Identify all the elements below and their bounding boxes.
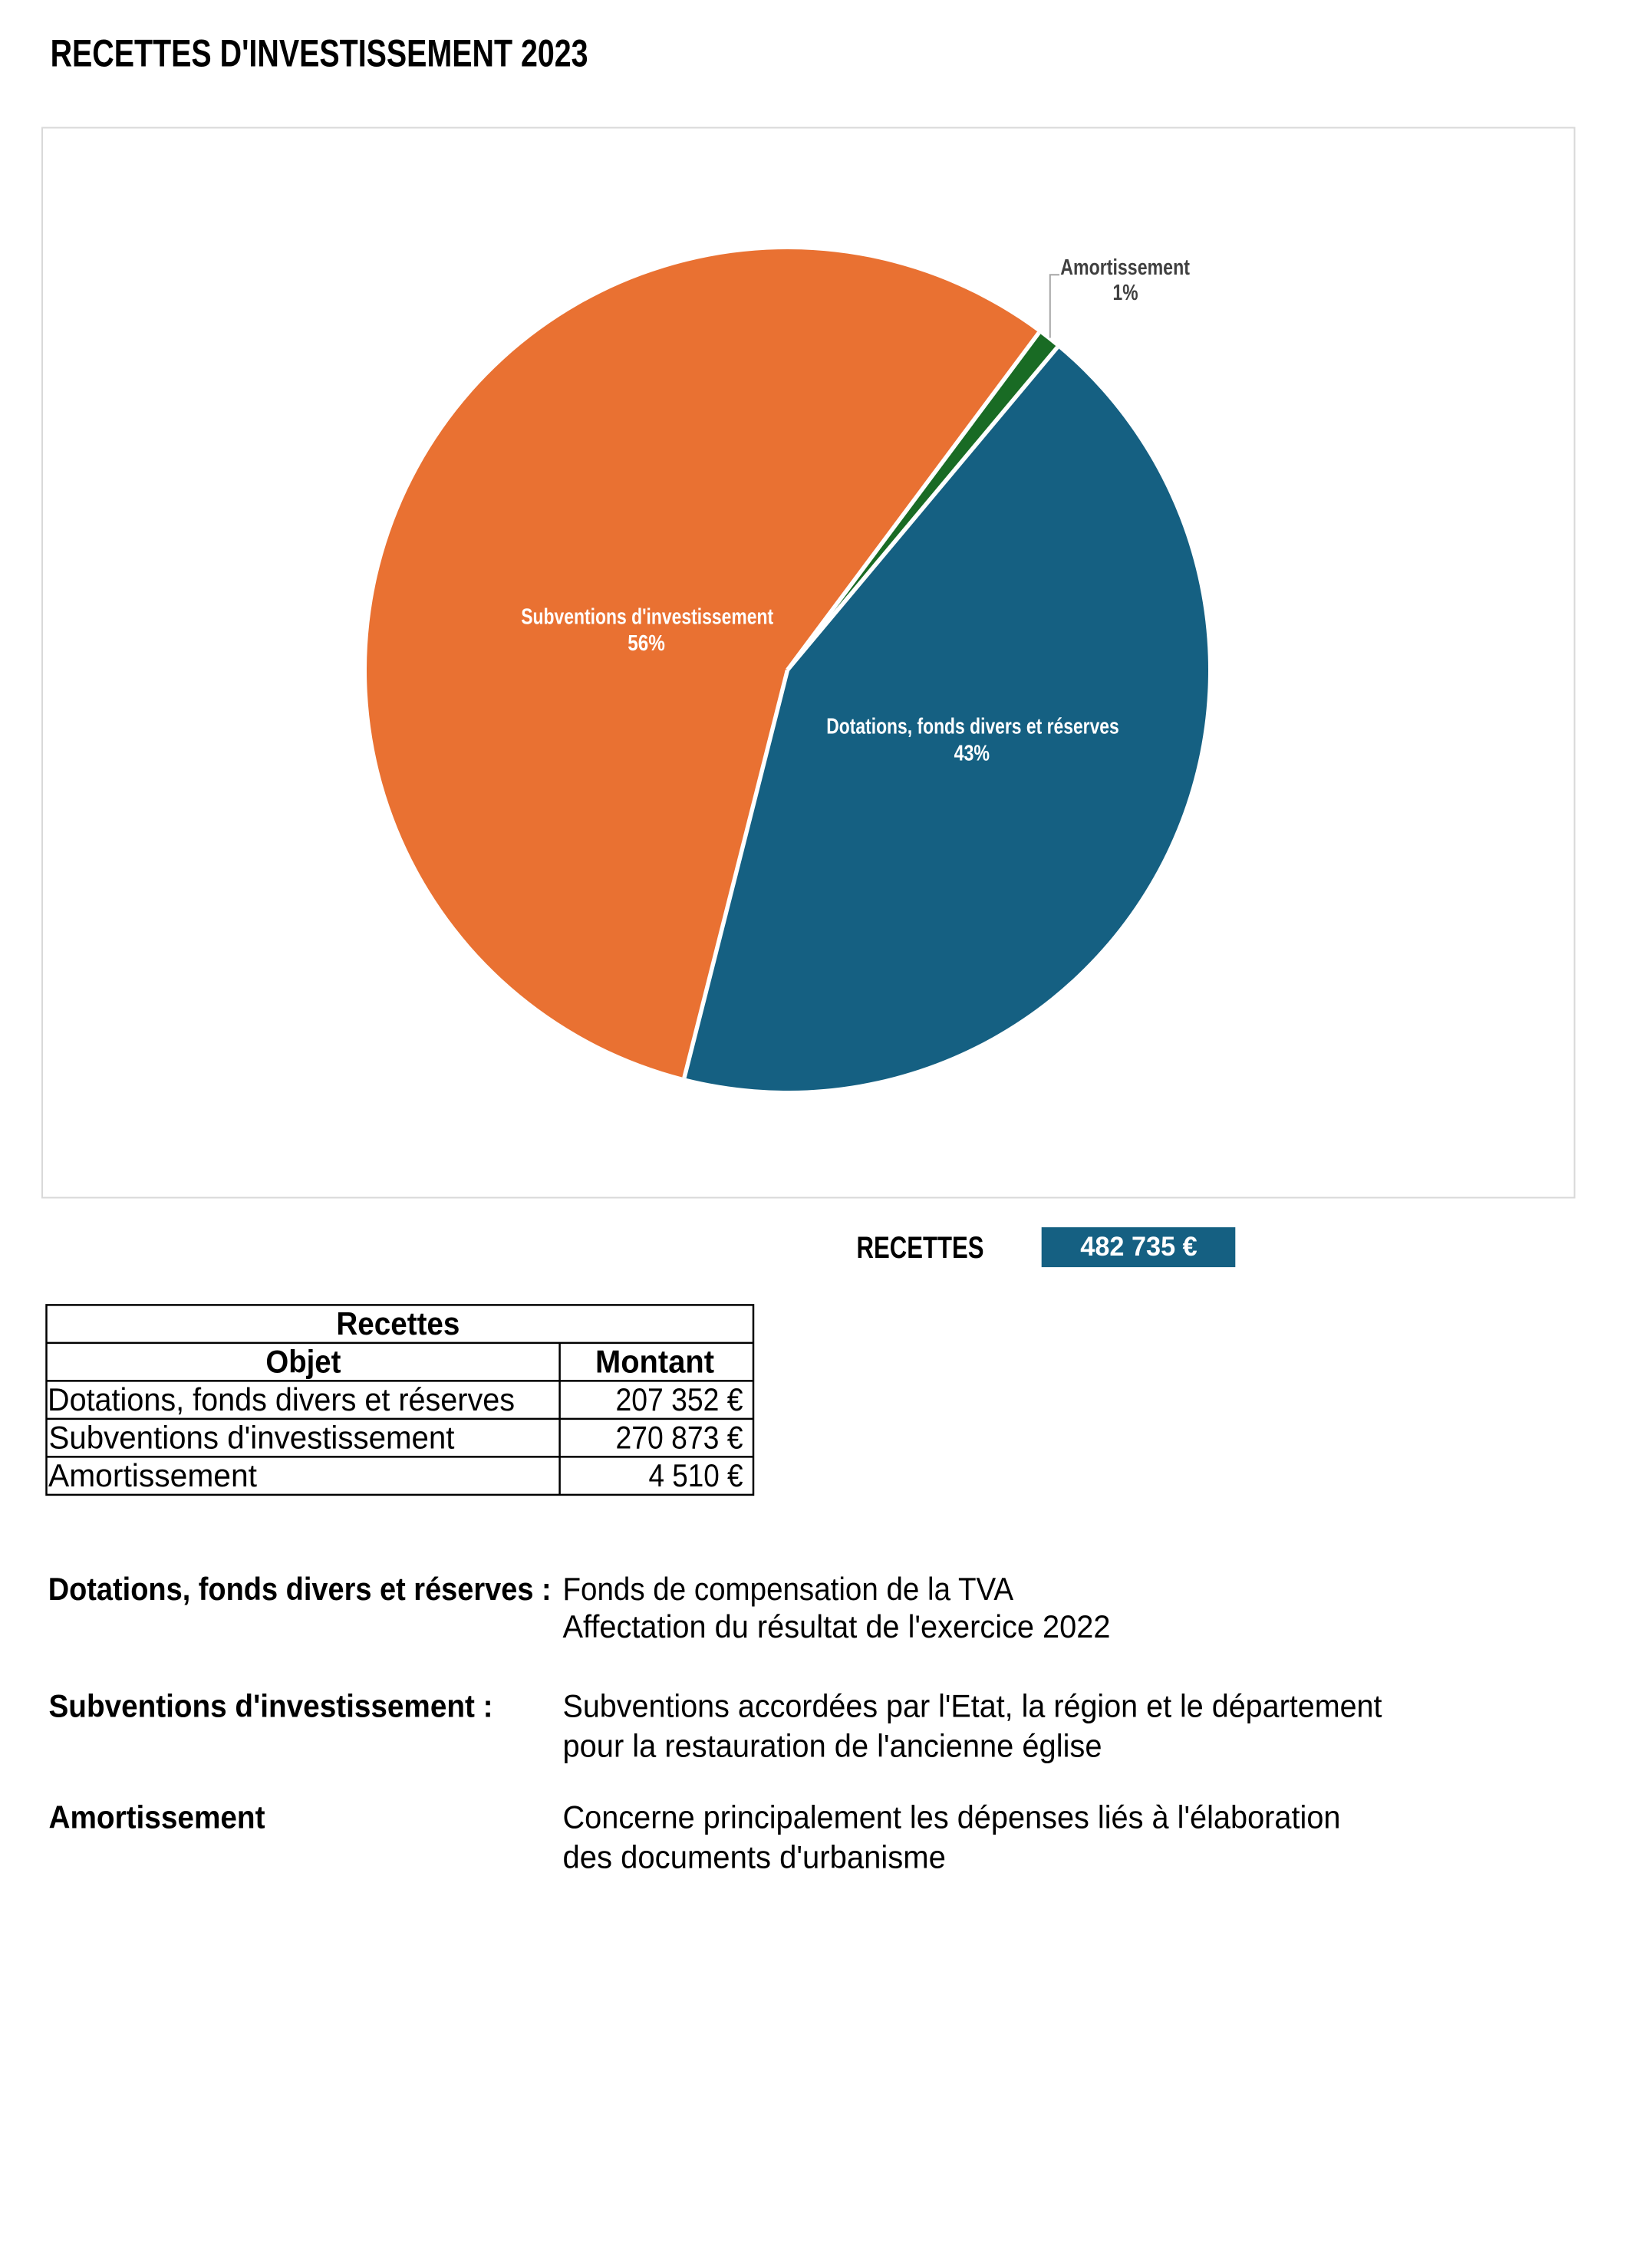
svg-text:56%: 56%	[628, 631, 665, 656]
svg-text:pour la restauration de l'anci: pour la restauration de l'ancienne églis…	[563, 1727, 1102, 1763]
svg-text:1%: 1%	[1113, 281, 1138, 305]
svg-text:Subventions d'investissement: Subventions d'investissement	[521, 605, 773, 630]
svg-text:270 873 €: 270 873 €	[616, 1419, 743, 1455]
svg-text:Subventions d'investissement: Subventions d'investissement	[49, 1419, 455, 1455]
svg-text:RECETTES: RECETTES	[857, 1231, 984, 1265]
svg-text:Dotations, fonds divers et rés: Dotations, fonds divers et réserves :	[48, 1571, 552, 1607]
svg-text:Dotations, fonds divers et rés: Dotations, fonds divers et réserves	[48, 1381, 515, 1417]
svg-text:43%: 43%	[954, 742, 990, 766]
svg-text:482 735 €: 482 735 €	[1080, 1232, 1197, 1262]
svg-text:Subventions d'investissement :: Subventions d'investissement :	[49, 1687, 493, 1723]
svg-text:Subventions accordées par l'Et: Subventions accordées par l'Etat, la rég…	[563, 1687, 1382, 1723]
svg-text:Fonds de compensation de la TV: Fonds de compensation de la TVA	[563, 1571, 1014, 1607]
svg-text:des documents d'urbanisme: des documents d'urbanisme	[563, 1838, 946, 1875]
svg-text:Montant: Montant	[595, 1343, 714, 1379]
svg-text:Amortissement: Amortissement	[48, 1457, 257, 1493]
svg-text:4 510 €: 4 510 €	[649, 1457, 743, 1493]
svg-text:Concerne principalement les dé: Concerne principalement les dépenses lié…	[563, 1799, 1341, 1835]
svg-text:Dotations, fonds divers et rés: Dotations, fonds divers et réserves	[826, 714, 1119, 739]
svg-text:Amortissement: Amortissement	[1060, 255, 1190, 280]
svg-text:RECETTES D'INVESTISSEMENT 2023: RECETTES D'INVESTISSEMENT 2023	[51, 31, 588, 74]
svg-text:Amortissement: Amortissement	[49, 1799, 265, 1835]
svg-text:Recettes: Recettes	[336, 1305, 460, 1341]
svg-text:207 352 €: 207 352 €	[616, 1381, 743, 1417]
svg-text:Affectation du résultat de l'e: Affectation du résultat de l'exercice 20…	[563, 1608, 1111, 1644]
svg-text:Objet: Objet	[265, 1343, 341, 1379]
